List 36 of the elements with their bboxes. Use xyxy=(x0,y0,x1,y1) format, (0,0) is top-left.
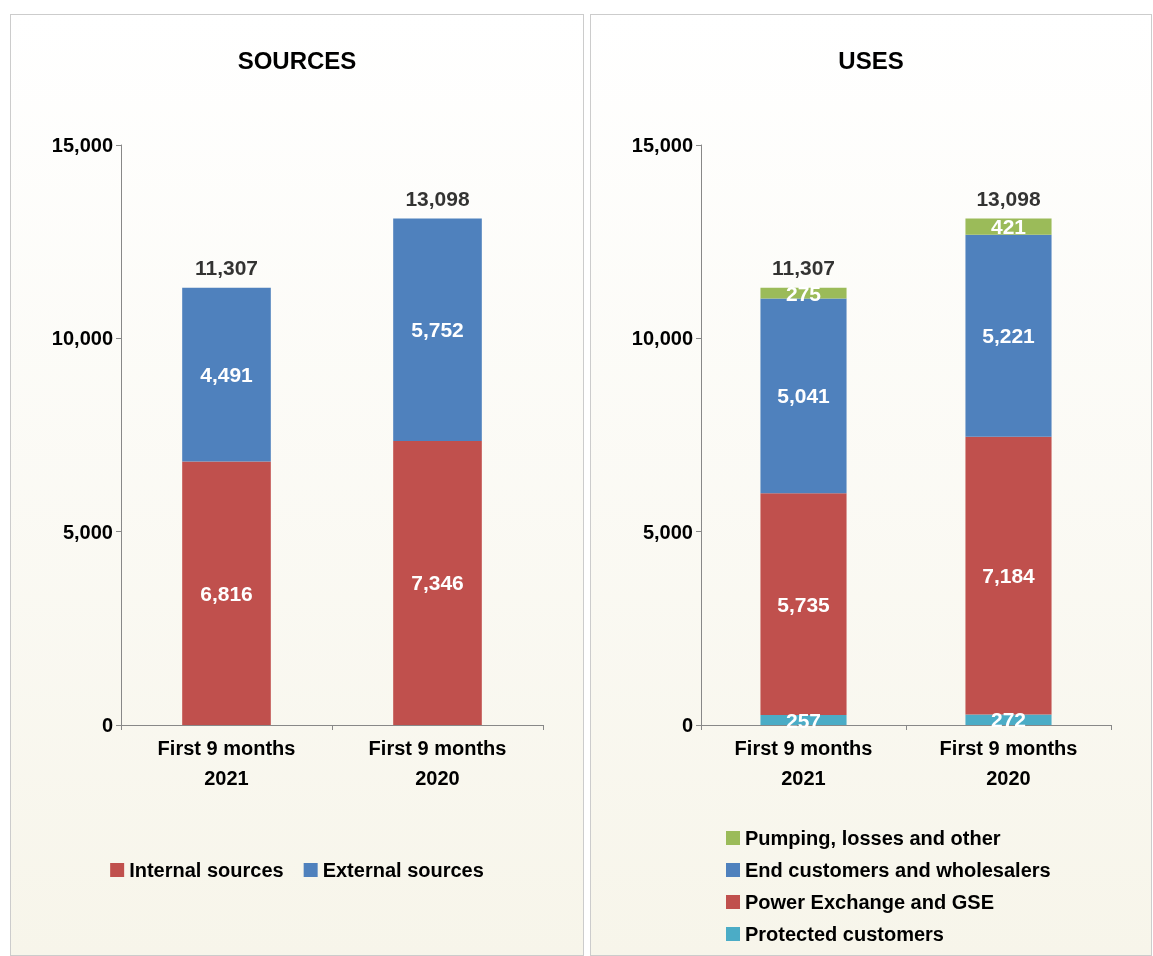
chart-title: SOURCES xyxy=(237,46,357,74)
total-label: 11,307 xyxy=(194,255,259,279)
y-tick-label: 15,000 xyxy=(631,134,693,156)
legend-label: Internal sources xyxy=(129,859,284,881)
data-label: 6,816 xyxy=(200,581,253,605)
legend-label: Power Exchange and GSE xyxy=(745,891,994,913)
data-label: 7,346 xyxy=(411,571,464,595)
legend-label: Pumping, losses and other xyxy=(745,827,1001,849)
chart-title: USES xyxy=(838,46,904,74)
y-tick-label: 5,000 xyxy=(642,520,693,543)
data-label: 5,752 xyxy=(411,318,464,342)
y-tick-label: 15,000 xyxy=(51,134,113,156)
data-label: 275 xyxy=(785,281,822,305)
x-tick-label: First 9 months 2020 xyxy=(939,737,1078,789)
data-label: 5,735 xyxy=(777,592,831,616)
data-label: 7,184 xyxy=(982,564,1036,588)
data-label: 5,041 xyxy=(777,384,831,408)
total-label: 11,307 xyxy=(771,255,836,279)
legend-label: End customers and wholesalers xyxy=(745,859,1051,881)
y-tick-label: 5,000 xyxy=(62,520,113,543)
data-label: 5,221 xyxy=(982,324,1036,348)
y-tick-label: 10,000 xyxy=(51,327,113,350)
data-label: 272 xyxy=(990,708,1027,732)
total-label: 13,098 xyxy=(976,186,1041,210)
legend-label: Protected customers xyxy=(745,923,944,945)
x-tick-label: First 9 months 2021 xyxy=(734,737,873,789)
y-tick-label: 0 xyxy=(681,714,693,736)
x-tick-label: First 9 months 2021 xyxy=(157,737,296,789)
y-tick-label: 10,000 xyxy=(631,327,693,350)
data-label: 257 xyxy=(785,708,822,732)
data-label: 421 xyxy=(990,215,1027,239)
legend-label: External sources xyxy=(322,859,484,881)
total-label: 13,098 xyxy=(405,186,470,210)
x-tick-label: First 9 months 2020 xyxy=(368,737,507,789)
y-tick-label: 0 xyxy=(101,714,113,736)
data-label: 4,491 xyxy=(200,363,254,387)
